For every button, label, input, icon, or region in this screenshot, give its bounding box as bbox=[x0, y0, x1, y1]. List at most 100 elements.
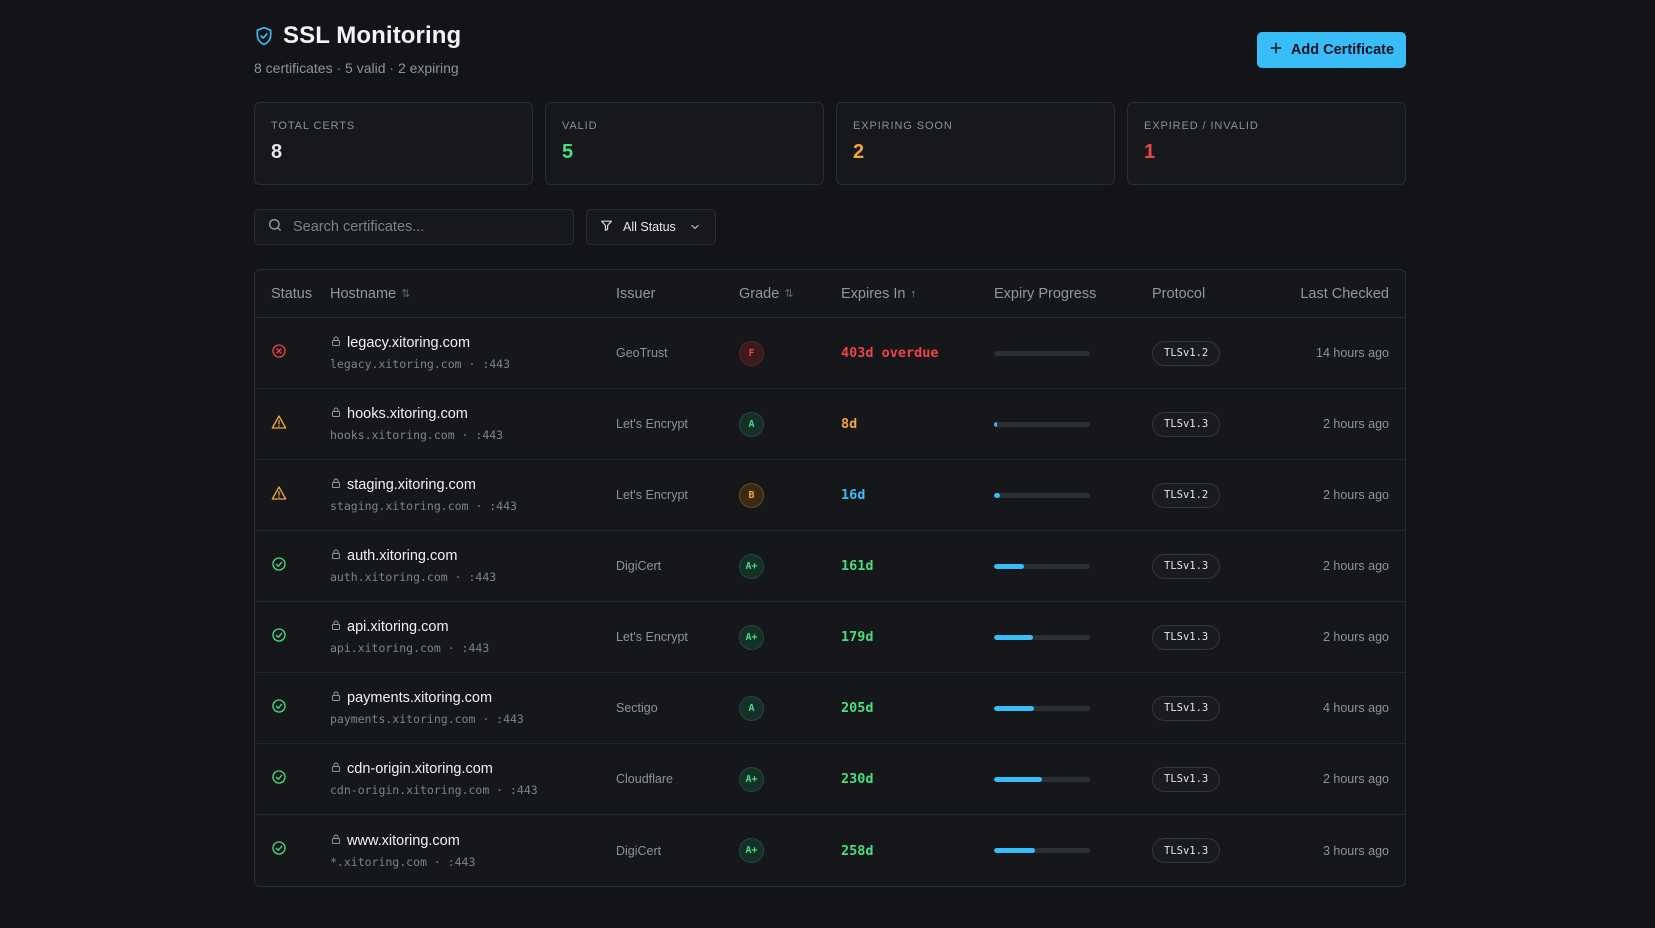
check-circle-icon bbox=[271, 627, 287, 647]
status-filter-value: All Status bbox=[623, 220, 676, 234]
hostname-port: staging.xitoring.com · :443 bbox=[330, 499, 517, 513]
expiry-progress-bar bbox=[994, 848, 1090, 853]
hostname-port: hooks.xitoring.com · :443 bbox=[330, 428, 504, 442]
stat-value: 8 bbox=[271, 141, 283, 163]
last-checked-cell: 14 hours ago bbox=[1316, 346, 1389, 360]
table-row[interactable]: www.xitoring.com *.xitoring.com · :443 Dig… bbox=[255, 815, 1405, 886]
protocol-badge: TLSv1.3 bbox=[1152, 838, 1221, 863]
hostname-port: *.xitoring.com · :443 bbox=[330, 854, 476, 869]
status-cell bbox=[255, 840, 330, 861]
hostname-link[interactable]: auth.xitoring.com bbox=[347, 548, 458, 564]
expires-in-cell: 179d bbox=[841, 629, 874, 645]
stat-label: VALID bbox=[562, 120, 598, 132]
sort-ascending-icon: ↑ bbox=[910, 287, 916, 300]
add-certificate-button[interactable]: Add Certificate bbox=[1257, 32, 1406, 68]
column-issuer-label: Issuer bbox=[616, 285, 656, 302]
issuer-cell: Sectigo bbox=[616, 701, 658, 715]
hostname-link[interactable]: payments.xitoring.com bbox=[347, 690, 493, 706]
column-expiry-progress: Expiry Progress bbox=[994, 286, 1152, 302]
page-title: SSL Monitoring bbox=[283, 22, 462, 49]
stat-card: TOTAL CERTS 8 bbox=[254, 102, 533, 185]
table-row[interactable]: payments.xitoring.com payments.xitoring.c… bbox=[255, 673, 1405, 744]
table-row[interactable]: legacy.xitoring.com legacy.xitoring.com ·… bbox=[255, 318, 1405, 389]
protocol-cell: TLSv1.3 bbox=[1152, 553, 1261, 579]
add-certificate-label: Add Certificate bbox=[1290, 42, 1395, 58]
page-header: SSL Monitoring 8 certificates · 5 valid … bbox=[254, 0, 1406, 100]
table-row[interactable]: cdn-origin.xitoring.com cdn-origin.xitori… bbox=[255, 744, 1405, 815]
grade-badge: A+ bbox=[739, 766, 764, 792]
hostname-link[interactable]: api.xitoring.com bbox=[347, 619, 449, 635]
expiry-progress-bar bbox=[994, 705, 1090, 711]
column-last-checked: Last Checked bbox=[1261, 286, 1405, 302]
column-grade[interactable]: Grade ⇅ bbox=[739, 286, 841, 302]
expiry-progress-cell bbox=[994, 705, 1152, 711]
grade-badge: A+ bbox=[739, 624, 764, 650]
warning-triangle-icon bbox=[271, 414, 287, 434]
table-row[interactable]: hooks.xitoring.com hooks.xitoring.com · :… bbox=[255, 389, 1405, 460]
stat-label: EXPIRING SOON bbox=[853, 120, 953, 132]
lock-icon bbox=[330, 833, 342, 849]
grade-badge: A bbox=[739, 695, 764, 721]
issuer-cell: DigiCert bbox=[616, 559, 662, 573]
sort-icon: ⇅ bbox=[401, 288, 411, 300]
hostname-link[interactable]: cdn-origin.xitoring.com bbox=[347, 761, 493, 777]
grade-cell: F bbox=[739, 340, 841, 366]
protocol-badge: TLSv1.3 bbox=[1152, 695, 1221, 721]
expiry-progress-cell bbox=[994, 563, 1152, 569]
expiry-progress-fill bbox=[994, 705, 1035, 711]
shield-icon bbox=[254, 26, 274, 46]
hostname-link[interactable]: legacy.xitoring.com bbox=[347, 335, 471, 351]
grade-badge: A bbox=[739, 411, 764, 437]
protocol-cell: TLSv1.3 bbox=[1152, 766, 1261, 792]
hostname-cell: auth.xitoring.com auth.xitoring.com · :44… bbox=[330, 548, 616, 584]
issuer-cell: Let's Encrypt bbox=[616, 417, 688, 431]
stat-card: VALID 5 bbox=[545, 102, 824, 185]
page: SSL Monitoring 8 certificates · 5 valid … bbox=[254, 0, 1406, 887]
column-expires-in[interactable]: Expires In ↑ bbox=[841, 286, 994, 302]
issuer-cell: DigiCert bbox=[616, 843, 662, 858]
column-hostname[interactable]: Hostname ⇅ bbox=[330, 286, 616, 302]
hostname-cell: staging.xitoring.com staging.xitoring.com… bbox=[330, 477, 616, 513]
search-input[interactable] bbox=[293, 219, 563, 235]
column-hostname-label: Hostname bbox=[330, 285, 397, 302]
issuer-cell: Let's Encrypt bbox=[616, 488, 688, 502]
lock-icon bbox=[330, 335, 342, 351]
expiry-progress-fill bbox=[994, 776, 1042, 782]
lock-icon bbox=[330, 619, 342, 635]
hostname-cell: cdn-origin.xitoring.com cdn-origin.xitori… bbox=[330, 761, 616, 797]
hostname-cell: payments.xitoring.com payments.xitoring.c… bbox=[330, 690, 616, 726]
issuer-cell: Let's Encrypt bbox=[616, 630, 688, 644]
grade-badge: B bbox=[739, 482, 764, 508]
hostname-link[interactable]: hooks.xitoring.com bbox=[347, 406, 468, 422]
hostname-link[interactable]: staging.xitoring.com bbox=[347, 477, 476, 493]
hostname-link[interactable]: www.xitoring.com bbox=[347, 832, 460, 849]
chevron-down-icon bbox=[689, 221, 701, 233]
stat-value: 2 bbox=[853, 141, 865, 163]
stat-label: EXPIRED / INVALID bbox=[1144, 120, 1259, 132]
expires-in-cell: 161d bbox=[841, 558, 874, 574]
plus-icon bbox=[1269, 41, 1283, 59]
table-row[interactable]: auth.xitoring.com auth.xitoring.com · :44… bbox=[255, 531, 1405, 602]
table-body: legacy.xitoring.com legacy.xitoring.com ·… bbox=[255, 318, 1405, 886]
status-filter-dropdown[interactable]: All Status bbox=[586, 209, 716, 245]
error-circle-icon bbox=[271, 343, 287, 363]
check-circle-icon bbox=[271, 769, 287, 789]
status-cell bbox=[255, 414, 330, 435]
expiry-progress-cell bbox=[994, 848, 1152, 853]
last-checked-cell: 2 hours ago bbox=[1322, 488, 1389, 502]
grade-cell: A+ bbox=[739, 624, 841, 650]
expiry-progress-cell bbox=[994, 776, 1152, 782]
protocol-cell: TLSv1.2 bbox=[1152, 482, 1261, 508]
expires-in-cell: 8d bbox=[841, 416, 858, 432]
expiry-progress-fill bbox=[994, 421, 997, 427]
column-grade-label: Grade bbox=[739, 285, 780, 302]
status-cell bbox=[255, 556, 330, 577]
lock-icon bbox=[330, 548, 342, 564]
hostname-cell: legacy.xitoring.com legacy.xitoring.com ·… bbox=[330, 335, 616, 371]
table-row[interactable]: staging.xitoring.com staging.xitoring.com… bbox=[255, 460, 1405, 531]
expiry-progress-cell bbox=[994, 492, 1152, 498]
table-row[interactable]: api.xitoring.com api.xitoring.com · :443 L… bbox=[255, 602, 1405, 673]
search-box[interactable] bbox=[254, 209, 574, 245]
stat-value: 5 bbox=[562, 141, 574, 163]
check-circle-icon bbox=[271, 841, 287, 860]
